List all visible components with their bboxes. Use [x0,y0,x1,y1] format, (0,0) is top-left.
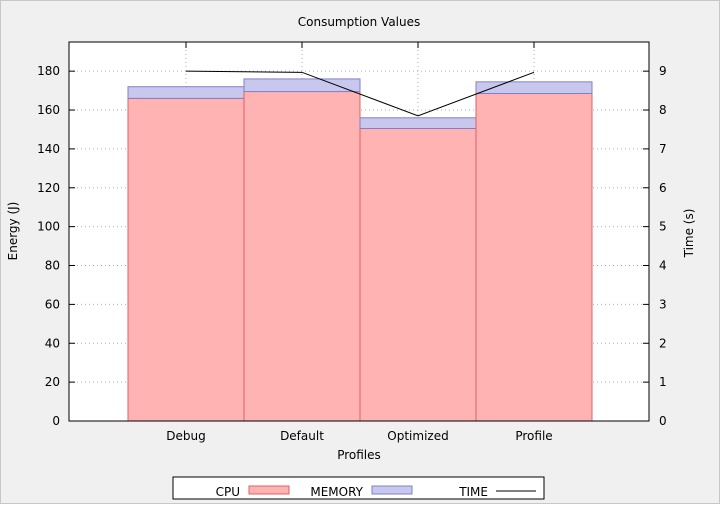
bar-cpu [475,93,593,422]
y2-tick-label: 0 [659,414,667,428]
y-tick-label: 100 [37,220,60,234]
bar-cpu [243,91,361,422]
y-axis-label: Energy (J) [6,202,20,261]
y2-tick-label: 2 [659,336,667,350]
plot-border [68,41,650,422]
x-tick-label: Default [280,429,324,443]
bar-memory [475,81,593,95]
y-tick-label: 20 [45,375,60,389]
y2-tick-label: 9 [659,64,667,78]
y-tick-label: 40 [45,336,60,350]
legend-label-time: TIME [458,485,488,499]
bar-memory [127,86,245,99]
legend-swatch-memory [371,485,413,495]
bar-cpu [359,127,477,422]
axes: 0 20 40 60 80 100 120 140 160 180 0 1 2 3 4 5 6 7 8 9 Debug D… [37,42,667,443]
y2-tick-label: 7 [659,142,667,156]
y-tick-label: 0 [52,414,60,428]
y2-tick-label: 6 [659,181,667,195]
legend-label-cpu: CPU [216,485,240,499]
line-time [185,70,535,117]
x-tick-label: Profile [515,429,552,443]
y2-tick-label: 4 [659,259,667,273]
x-tick-label: Debug [166,429,205,443]
y-tick-label: 160 [37,103,60,117]
y2-tick-label: 5 [659,220,667,234]
bar-memory [359,117,477,129]
y-tick-label: 180 [37,64,60,78]
y-tick-label: 120 [37,181,60,195]
x-tick-label: Optimized [387,429,448,443]
y2-tick-label: 1 [659,375,667,389]
chart-title: Consumption Values [298,15,421,29]
legend-swatch-cpu [248,485,290,495]
y-tick-label: 60 [45,297,60,311]
y2-tick-label: 3 [659,297,667,311]
y2-axis-label: Time (s) [682,209,696,259]
bar-cpu [127,97,245,422]
bar-memory [243,78,361,93]
time-line [185,70,535,117]
bars [127,78,593,422]
legend-label-memory: MEMORY [310,485,363,499]
x-axis-label: Profiles [337,448,381,462]
y-tick-label: 140 [37,142,60,156]
y-tick-label: 80 [45,259,60,273]
y2-tick-label: 8 [659,103,667,117]
